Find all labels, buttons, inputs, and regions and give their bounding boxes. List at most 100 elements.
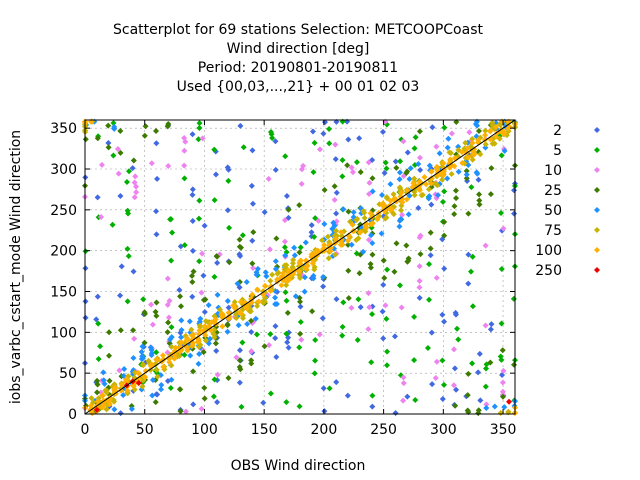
data-point-series-25 xyxy=(464,407,471,414)
data-point-series-10 xyxy=(400,138,407,145)
data-point-series-100 xyxy=(459,159,466,166)
data-point-series-2 xyxy=(417,166,424,173)
data-point-series-5 xyxy=(311,139,318,146)
x-axis-label: OBS Wind direction xyxy=(231,458,366,474)
data-point-series-75 xyxy=(168,343,175,350)
data-point-series-5 xyxy=(339,332,346,339)
data-point-series-2 xyxy=(465,251,472,258)
data-point-series-50 xyxy=(291,252,298,259)
legend-marker xyxy=(594,187,600,193)
data-point-series-50 xyxy=(378,230,385,237)
data-point-series-75 xyxy=(439,176,446,183)
data-point-series-25 xyxy=(202,296,209,303)
data-point-series-10 xyxy=(132,173,139,180)
legend-label: 75 xyxy=(544,223,562,239)
data-point-series-25 xyxy=(94,377,101,384)
data-point-series-5 xyxy=(468,184,475,191)
data-point-series-5 xyxy=(339,157,346,164)
data-point-series-25 xyxy=(380,257,387,264)
data-point-series-100 xyxy=(262,283,269,290)
data-point-series-5 xyxy=(326,385,333,392)
data-point-series-50 xyxy=(455,168,462,175)
data-point-series-2 xyxy=(380,335,387,342)
data-point-series-100 xyxy=(219,323,226,330)
data-point-series-5 xyxy=(412,397,419,404)
data-point-series-10 xyxy=(433,143,440,150)
data-point-series-50 xyxy=(121,365,128,372)
data-point-series-50 xyxy=(100,377,107,384)
data-point-series-75 xyxy=(469,156,476,163)
data-point-series-2 xyxy=(93,316,100,323)
data-point-series-25 xyxy=(357,169,364,176)
data-point-series-100 xyxy=(423,181,430,188)
data-point-series-10 xyxy=(198,289,205,296)
data-point-series-100 xyxy=(387,206,394,213)
data-point-series-75 xyxy=(260,299,267,306)
data-point-series-100 xyxy=(94,398,101,405)
data-point-series-25 xyxy=(236,357,243,364)
data-point-series-100 xyxy=(194,335,201,342)
data-point-series-100 xyxy=(309,260,316,267)
data-point-series-10 xyxy=(131,194,138,201)
data-point-series-5 xyxy=(312,357,319,364)
data-point-series-100 xyxy=(428,175,435,182)
data-point-series-50 xyxy=(187,352,194,359)
data-point-series-25 xyxy=(296,202,303,209)
data-point-series-25 xyxy=(465,210,472,217)
data-point-series-100 xyxy=(230,302,237,309)
data-point-series-10 xyxy=(432,375,439,382)
data-point-series-75 xyxy=(274,270,281,277)
data-point-series-25 xyxy=(141,132,148,139)
data-point-series-50 xyxy=(415,160,422,167)
data-point-series-50 xyxy=(406,175,413,182)
data-point-series-100 xyxy=(267,287,274,294)
data-point-series-5 xyxy=(124,207,131,214)
data-point-series-5 xyxy=(497,353,504,360)
data-point-series-5 xyxy=(195,136,202,143)
data-point-series-10 xyxy=(133,183,140,190)
data-point-series-10 xyxy=(182,408,189,415)
data-point-series-5 xyxy=(426,296,433,303)
data-point-series-2 xyxy=(488,321,495,328)
data-point-series-2 xyxy=(333,210,340,217)
plot-border xyxy=(84,119,516,415)
data-point-series-10 xyxy=(400,380,407,387)
data-point-series-100 xyxy=(482,132,489,139)
data-point-series-25 xyxy=(452,187,459,194)
data-point-series-75 xyxy=(462,139,469,146)
data-point-series-5 xyxy=(95,320,102,327)
data-point-series-100 xyxy=(421,174,428,181)
data-point-series-50 xyxy=(158,382,165,389)
data-point-series-2 xyxy=(428,329,435,336)
data-point-series-10 xyxy=(500,367,507,374)
data-point-series-50 xyxy=(301,274,308,281)
data-point-series-25 xyxy=(152,308,159,315)
data-point-series-2 xyxy=(249,200,256,207)
data-point-series-50 xyxy=(405,211,412,218)
data-point-series-5 xyxy=(238,403,245,410)
data-point-series-75 xyxy=(469,135,476,142)
data-point-series-25 xyxy=(190,368,197,375)
data-point-series-5 xyxy=(267,390,274,397)
data-point-series-2 xyxy=(332,156,339,163)
data-point-series-25 xyxy=(297,330,304,337)
data-point-series-100 xyxy=(118,387,125,394)
data-point-series-2 xyxy=(272,166,279,173)
data-point-series-10 xyxy=(366,304,373,311)
data-point-series-10 xyxy=(332,141,339,148)
data-point-series-50 xyxy=(406,192,413,199)
data-point-series-2 xyxy=(416,294,423,301)
data-point-series-100 xyxy=(286,276,293,283)
data-point-series-50 xyxy=(130,355,137,362)
data-point-series-2 xyxy=(439,396,446,403)
data-point-series-50 xyxy=(111,406,118,413)
data-point-series-50 xyxy=(234,280,241,287)
data-point-series-100 xyxy=(469,140,476,147)
y-tick-label: 300 xyxy=(50,162,77,178)
data-point-series-25 xyxy=(130,327,137,334)
data-point-series-5 xyxy=(369,392,376,399)
data-point-series-10 xyxy=(181,162,188,169)
data-point-series-100 xyxy=(188,332,195,339)
data-point-series-2 xyxy=(237,122,244,129)
data-point-series-100 xyxy=(316,249,323,256)
